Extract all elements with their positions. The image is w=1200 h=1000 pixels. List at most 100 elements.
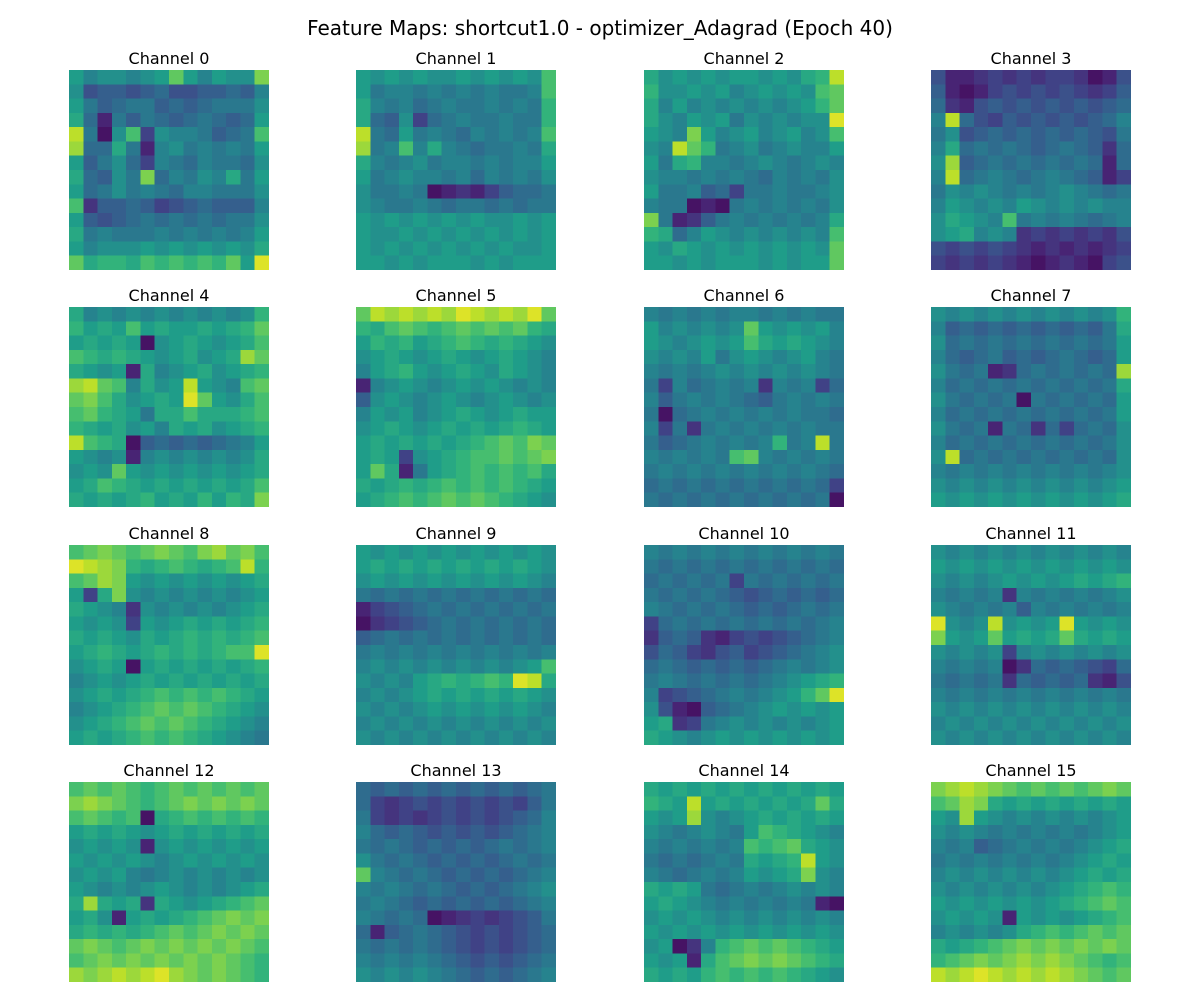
heatmap-cell <box>226 716 241 732</box>
heatmap-cell <box>815 910 831 926</box>
heatmap-cell <box>456 227 471 242</box>
heatmap-cell <box>254 421 269 436</box>
heatmap-cell <box>69 673 84 689</box>
heatmap-cell <box>226 478 241 494</box>
heatmap-cell <box>254 782 269 797</box>
heatmap-cell <box>183 730 198 745</box>
heatmap-cell <box>484 587 500 603</box>
heatmap-cell <box>83 155 98 171</box>
heatmap-cell <box>959 687 975 703</box>
heatmap-cell <box>140 227 156 242</box>
heatmap-cell <box>154 141 170 157</box>
heatmap-cell <box>1016 559 1032 574</box>
heatmap-cell <box>1045 98 1060 114</box>
heatmap-cell <box>69 98 84 114</box>
heatmap-cell <box>154 810 170 826</box>
heatmap-cell <box>931 407 946 422</box>
heatmap-cell <box>801 645 816 660</box>
heatmap-cell <box>672 392 688 408</box>
heatmap-cell <box>83 478 98 494</box>
heatmap-cell <box>154 392 170 408</box>
heatmap-cell <box>83 882 98 897</box>
heatmap-cell <box>658 241 673 257</box>
heatmap-cell <box>959 810 975 826</box>
heatmap-cell <box>672 953 688 969</box>
heatmap-cell <box>1088 464 1103 479</box>
heatmap-cell <box>672 824 688 840</box>
heatmap-cell <box>1059 616 1075 632</box>
heatmap-cell <box>1045 616 1060 632</box>
heatmap-cell <box>441 392 457 408</box>
heatmap-cell <box>211 141 227 157</box>
heatmap-cell <box>945 184 960 199</box>
heatmap-cell <box>1002 967 1018 982</box>
heatmap-cell <box>226 98 241 114</box>
heatmap-cell <box>527 939 543 954</box>
heatmap-cell <box>398 673 414 689</box>
heatmap-cell <box>973 127 989 142</box>
heatmap-cell <box>959 659 975 674</box>
heatmap-cell <box>140 155 156 171</box>
heatmap-cell <box>140 602 156 617</box>
channel-heatmap <box>931 545 1131 745</box>
heatmap-cell <box>111 335 127 351</box>
heatmap-cell <box>69 349 84 365</box>
heatmap-cell <box>140 241 156 257</box>
heatmap-cell <box>370 687 385 703</box>
heatmap-cell <box>254 98 269 114</box>
heatmap-cell <box>988 853 1003 869</box>
heatmap-cell <box>513 796 528 811</box>
heatmap-cell <box>197 198 213 214</box>
heatmap-cell <box>427 853 443 869</box>
heatmap-cell <box>945 587 960 603</box>
heatmap-cell <box>829 70 844 85</box>
heatmap-cell <box>715 170 731 185</box>
heatmap-cell <box>498 492 514 507</box>
heatmap-cell <box>527 659 543 674</box>
heatmap-cell <box>815 673 831 689</box>
heatmap-cell <box>1059 702 1075 717</box>
heatmap-cell <box>356 392 371 408</box>
heatmap-cell <box>169 824 184 840</box>
heatmap-cell <box>686 687 702 703</box>
heatmap-cell <box>772 255 788 270</box>
heatmap-cell <box>959 967 975 982</box>
heatmap-cell <box>498 967 514 982</box>
heatmap-cell <box>111 255 127 270</box>
heatmap-cell <box>527 70 543 85</box>
heatmap-cell <box>686 307 702 322</box>
heatmap-cell <box>427 882 443 897</box>
heatmap-cell <box>701 853 716 869</box>
figure-title: Feature Maps: shortcut1.0 - optimizer_Ad… <box>307 16 893 40</box>
heatmap-cell <box>701 545 716 560</box>
heatmap-cell <box>456 939 471 954</box>
heatmap-cell <box>527 782 543 797</box>
heatmap-cell <box>513 573 528 589</box>
heatmap-cell <box>384 478 400 494</box>
heatmap-cell <box>211 730 227 745</box>
channel-panel: Channel 15 <box>931 761 1131 982</box>
heatmap-cell <box>1116 587 1131 603</box>
heatmap-cell <box>398 435 414 451</box>
heatmap-cell <box>126 882 141 897</box>
heatmap-cell <box>945 155 960 171</box>
heatmap-cell <box>1016 630 1032 646</box>
heatmap-cell <box>456 241 471 257</box>
heatmap-cell <box>1116 492 1131 507</box>
heatmap-cell <box>413 559 428 574</box>
heatmap-cell <box>240 559 256 574</box>
heatmap-cell <box>959 730 975 745</box>
heatmap-cell <box>154 241 170 257</box>
heatmap-cell <box>686 967 702 982</box>
heatmap-cell <box>527 255 543 270</box>
heatmap-cell <box>240 435 256 451</box>
heatmap-cell <box>541 141 556 157</box>
heatmap-cell <box>126 321 141 336</box>
heatmap-cell <box>829 378 844 394</box>
heatmap-cell <box>111 492 127 507</box>
heatmap-cell <box>701 421 716 436</box>
heatmap-cell <box>211 953 227 969</box>
heatmap-cell <box>240 545 256 560</box>
heatmap-cell <box>370 449 385 465</box>
heatmap-cell <box>83 673 98 689</box>
